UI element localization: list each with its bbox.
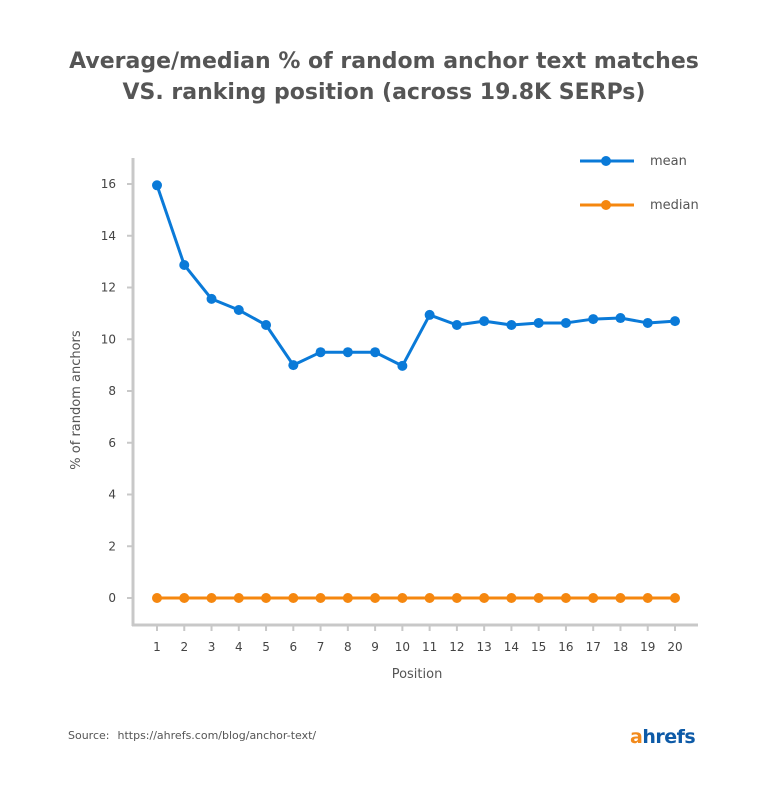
data-point-mean bbox=[370, 347, 381, 358]
x-tick-label: 6 bbox=[289, 640, 297, 654]
data-point-mean bbox=[152, 180, 162, 191]
data-point-median bbox=[397, 593, 408, 603]
data-point-median bbox=[233, 593, 244, 603]
x-tick-label: 3 bbox=[208, 640, 216, 654]
data-point-median bbox=[642, 593, 653, 603]
chart-title: Average/median % of random anchor text m… bbox=[0, 46, 768, 108]
data-point-mean bbox=[288, 360, 299, 371]
data-point-median bbox=[288, 593, 299, 603]
data-point-median bbox=[588, 593, 599, 603]
y-tick-label: 2 bbox=[108, 539, 116, 553]
data-point-median bbox=[424, 593, 435, 603]
title-line-1: Average/median % of random anchor text m… bbox=[69, 49, 699, 74]
x-tick-label: 5 bbox=[262, 640, 270, 654]
y-tick-label: 0 bbox=[108, 591, 116, 605]
legend-marker-median bbox=[601, 200, 611, 210]
data-point-median bbox=[152, 593, 162, 603]
x-tick-label: 15 bbox=[531, 640, 546, 654]
data-point-mean bbox=[342, 347, 353, 358]
x-tick-label: 18 bbox=[613, 640, 628, 654]
x-tick-label: 14 bbox=[504, 640, 519, 654]
x-tick-label: 1 bbox=[153, 640, 161, 654]
y-tick-label: 12 bbox=[101, 281, 116, 295]
legend-label-mean: mean bbox=[650, 154, 687, 169]
data-point-median bbox=[670, 593, 680, 603]
data-point-mean bbox=[179, 259, 190, 270]
data-point-median bbox=[451, 593, 462, 603]
y-tick-label: 4 bbox=[108, 488, 116, 502]
x-tick-label: 10 bbox=[395, 640, 410, 654]
x-tick-label: 17 bbox=[586, 640, 601, 654]
title-line-2: VS. ranking position (across 19.8K SERPs… bbox=[122, 80, 646, 105]
legend-label-median: median bbox=[650, 198, 699, 213]
data-point-mean bbox=[642, 317, 653, 328]
x-tick-label: 13 bbox=[477, 640, 492, 654]
source-note: Source: https://ahrefs.com/blog/anchor-te… bbox=[68, 729, 316, 742]
data-point-median bbox=[506, 593, 517, 603]
x-tick-label: 16 bbox=[558, 640, 573, 654]
x-tick-label: 2 bbox=[180, 640, 188, 654]
data-point-median bbox=[615, 593, 626, 603]
ahrefs-logo: ahrefs bbox=[630, 726, 696, 748]
x-tick-label: 9 bbox=[371, 640, 379, 654]
data-point-mean bbox=[588, 314, 599, 325]
data-point-mean bbox=[506, 320, 517, 331]
data-point-median bbox=[261, 593, 272, 603]
x-tick-label: 4 bbox=[235, 640, 243, 654]
y-axis-label: % of random anchors bbox=[69, 330, 84, 470]
x-tick-label: 8 bbox=[344, 640, 352, 654]
data-point-median bbox=[479, 593, 490, 603]
x-tick-label: 19 bbox=[640, 640, 655, 654]
y-tick-label: 10 bbox=[101, 332, 116, 346]
data-point-mean bbox=[560, 317, 571, 328]
series-line-mean bbox=[155, 184, 676, 368]
source-label: Source: bbox=[68, 729, 110, 742]
data-point-mean bbox=[233, 305, 244, 316]
data-point-mean bbox=[615, 313, 626, 324]
x-tick-label: 11 bbox=[422, 640, 437, 654]
data-point-mean bbox=[206, 293, 217, 304]
data-point-mean bbox=[451, 320, 462, 331]
legend-marker-mean bbox=[601, 156, 611, 166]
data-point-median bbox=[179, 593, 190, 603]
data-point-mean bbox=[315, 347, 326, 358]
x-tick-label: 20 bbox=[667, 640, 682, 654]
data-point-median bbox=[370, 593, 381, 603]
data-point-median bbox=[342, 593, 353, 603]
y-tick-label: 8 bbox=[108, 384, 116, 398]
y-tick-label: 14 bbox=[101, 229, 116, 243]
data-point-median bbox=[206, 593, 217, 603]
data-point-mean bbox=[533, 317, 544, 328]
y-tick-label: 16 bbox=[101, 177, 116, 191]
data-point-mean bbox=[424, 309, 435, 320]
data-point-median bbox=[315, 593, 326, 603]
source-url[interactable]: https://ahrefs.com/blog/anchor-text/ bbox=[117, 729, 317, 742]
data-point-mean bbox=[261, 320, 272, 331]
data-point-mean bbox=[397, 360, 408, 371]
data-point-mean bbox=[670, 316, 680, 327]
data-point-median bbox=[560, 593, 571, 603]
x-axis-label: Position bbox=[392, 667, 443, 682]
y-tick-label: 6 bbox=[108, 436, 116, 450]
x-tick-label: 7 bbox=[317, 640, 325, 654]
data-point-mean bbox=[479, 316, 490, 327]
x-tick-label: 12 bbox=[449, 640, 464, 654]
data-point-median bbox=[533, 593, 544, 603]
